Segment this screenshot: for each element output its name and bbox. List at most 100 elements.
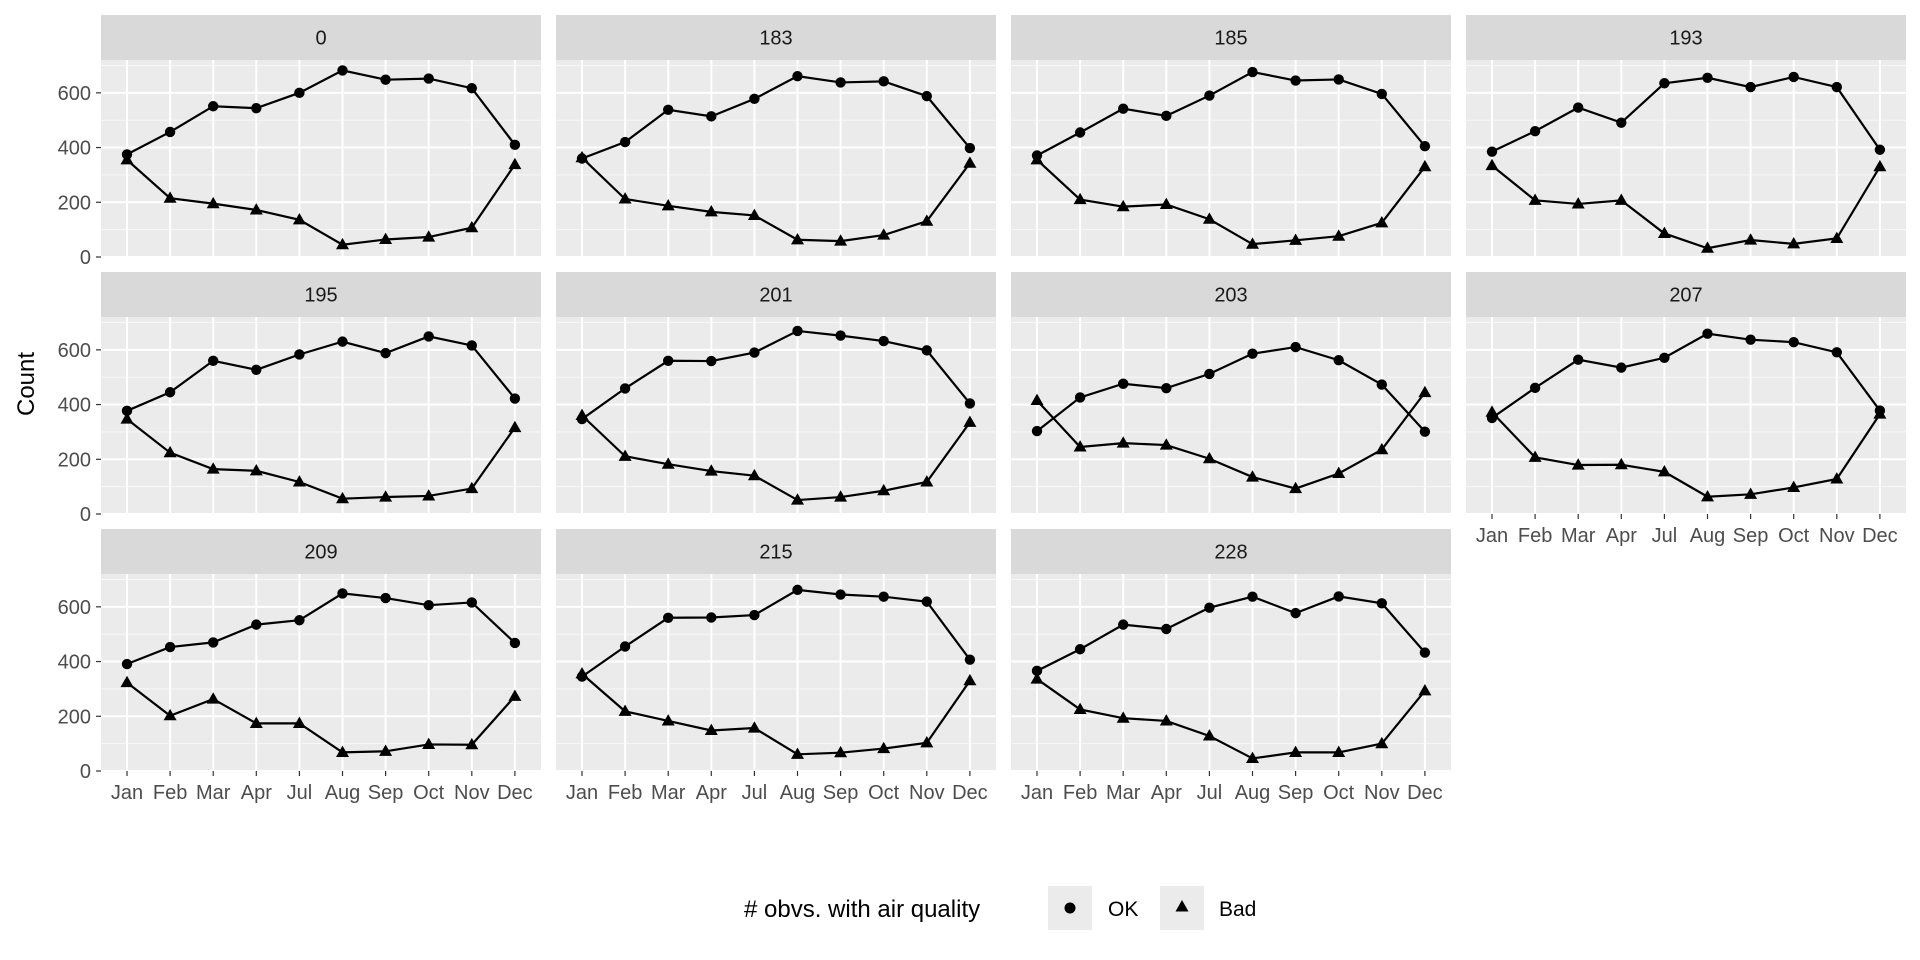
point-ok — [1788, 336, 1799, 348]
legend-key-ok-circle — [1064, 902, 1076, 914]
series-line-bad — [1036, 159, 1426, 246]
point-bad — [292, 475, 306, 487]
point-ok — [423, 331, 434, 342]
series-line-bad — [1036, 391, 1426, 490]
x-tick-label: Mar — [196, 782, 231, 804]
x-tick-label: Apr — [1606, 525, 1637, 547]
point-bad — [963, 156, 977, 168]
point-ok — [121, 658, 133, 670]
point-bad — [163, 191, 177, 203]
point-bad — [1116, 436, 1130, 448]
point-bad — [575, 408, 589, 421]
point-bad — [1030, 672, 1044, 684]
point-ok — [1745, 81, 1756, 93]
point-bad — [292, 716, 306, 728]
point-bad — [1485, 158, 1499, 171]
point-ok — [663, 612, 674, 623]
x-tick-label: Nov — [909, 782, 945, 804]
facet-panel-203: 203 — [1011, 272, 1451, 515]
point-ok — [706, 355, 717, 367]
point-bad — [1657, 465, 1671, 477]
x-tick-label: Feb — [1063, 782, 1097, 804]
point-bad — [1744, 233, 1758, 245]
series-line-bad — [581, 673, 971, 756]
point-bad — [1030, 153, 1044, 165]
y-tick-label: 200 — [58, 706, 91, 728]
point-bad — [877, 228, 891, 240]
point-bad — [1657, 226, 1671, 239]
facet-strip-label: 183 — [759, 28, 792, 50]
point-ok — [792, 325, 803, 337]
point-bad — [422, 737, 436, 750]
facet-strip — [101, 15, 541, 60]
point-bad — [120, 153, 134, 165]
x-tick-label: Apr — [696, 782, 727, 804]
point-ok — [1118, 378, 1129, 389]
y-tick-label: 0 — [80, 761, 91, 783]
point-ok — [121, 405, 133, 417]
point-bad — [1614, 193, 1628, 205]
point-ok — [1376, 379, 1388, 390]
point-ok — [1874, 144, 1886, 155]
point-bad — [1159, 714, 1173, 726]
point-ok — [619, 641, 631, 652]
x-tick-label: Mar — [1561, 525, 1596, 547]
facet-strip-label: 201 — [759, 285, 792, 307]
point-ok — [663, 104, 674, 115]
point-bad — [1202, 212, 1216, 224]
point-ok — [1788, 71, 1799, 83]
series-line-bad — [581, 156, 971, 243]
point-ok — [749, 609, 760, 621]
point-bad — [1289, 481, 1303, 494]
x-tick-label: Aug — [780, 782, 816, 804]
facet-strip — [1011, 15, 1451, 60]
facet-strip — [1466, 272, 1906, 317]
point-ok — [706, 111, 717, 122]
point-bad — [1116, 199, 1130, 212]
point-bad — [1528, 450, 1542, 462]
point-ok — [921, 345, 932, 356]
point-ok — [1529, 382, 1541, 394]
facet-strip-label: 207 — [1669, 285, 1702, 307]
x-tick-label: Apr — [241, 782, 272, 804]
point-bad — [575, 667, 589, 679]
facet-strip — [556, 272, 996, 317]
facet-strip-label: 0 — [315, 28, 326, 50]
point-ok — [835, 330, 846, 341]
facet-strip — [1466, 15, 1906, 60]
point-bad — [661, 199, 675, 211]
series-line-ok — [581, 329, 971, 420]
point-ok — [835, 589, 846, 600]
point-ok — [1031, 425, 1043, 437]
point-ok — [1290, 341, 1301, 353]
point-bad — [1701, 489, 1714, 502]
y-tick-label: 200 — [58, 449, 91, 471]
point-bad — [1787, 237, 1801, 249]
series-line-ok — [581, 75, 971, 160]
point-ok — [663, 355, 674, 366]
point-ok — [1616, 117, 1627, 128]
point-ok — [1616, 362, 1627, 373]
facet-strip-label: 185 — [1214, 28, 1247, 50]
point-bad — [292, 212, 306, 225]
point-ok — [294, 87, 305, 99]
x-tick-label: Aug — [1235, 782, 1271, 804]
point-bad — [834, 490, 848, 502]
point-ok — [423, 599, 434, 611]
x-tick-label: Feb — [1518, 525, 1552, 547]
series-line-bad — [1491, 411, 1881, 498]
point-bad — [1528, 193, 1542, 205]
point-ok — [1333, 591, 1344, 602]
point-ok — [878, 335, 889, 347]
point-ok — [208, 101, 219, 112]
facet-panel-209: 209 0 200 400 600 Jan Feb Mar Apr Jul Aug Sep Oct Nov… — [58, 529, 541, 804]
point-bad — [465, 481, 479, 494]
point-ok — [792, 584, 803, 596]
point-ok — [1161, 382, 1172, 394]
series-line-ok — [1036, 70, 1426, 157]
facet-panel-193: 193 — [1466, 15, 1906, 258]
x-tick-label: Dec — [497, 782, 533, 804]
facet-panel-228: 228 Jan Feb Mar Apr Jul Aug Sep Oct Nov Dec — [1011, 529, 1451, 804]
point-ok — [1074, 644, 1086, 655]
point-ok — [792, 70, 803, 82]
